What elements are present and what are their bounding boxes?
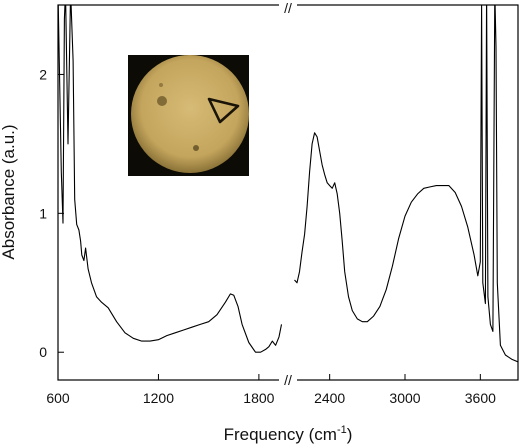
axis-break-bottom: //	[279, 372, 297, 388]
x-tick-label: 1800	[243, 390, 274, 406]
inset-dot	[193, 145, 199, 151]
inset-crystal-triangle-icon	[207, 97, 240, 124]
y-tick-label: 2	[39, 66, 47, 82]
x-axis-title-main: Frequency (cm	[224, 425, 337, 444]
spectrum-lines	[58, 5, 518, 363]
svg-text://: //	[284, 0, 292, 16]
y-axis-title: Absorbance (a.u.)	[0, 124, 18, 259]
y-tick-label: 1	[39, 205, 47, 221]
x-tick-label: 600	[46, 390, 70, 406]
svg-text://: //	[284, 372, 292, 388]
inset-speck	[159, 83, 163, 87]
x-tick-label: 2400	[314, 390, 345, 406]
spectrum-line-segment-2	[294, 5, 518, 363]
spectrum-line-segment-1	[58, 5, 283, 353]
x-axis-title-sup: -1	[337, 424, 347, 436]
x-axis-title: Frequency (cm-1)	[224, 424, 353, 444]
x-tick-label: 3000	[389, 390, 420, 406]
x-axis-title-close: )	[347, 425, 353, 444]
inset-micrograph	[128, 55, 249, 176]
y-axis-ticks: 0 1 2	[39, 66, 64, 360]
x-axis-ticks: 600 1200 1800 2400 3000 3600	[46, 374, 496, 406]
x-tick-label: 1200	[143, 390, 174, 406]
plot-frame	[57, 4, 519, 381]
y-tick-label: 0	[39, 344, 47, 360]
inset-disk	[131, 55, 249, 173]
axis-break-top: //	[279, 0, 297, 16]
inset-particle	[157, 96, 167, 106]
x-tick-label: 3600	[465, 390, 496, 406]
